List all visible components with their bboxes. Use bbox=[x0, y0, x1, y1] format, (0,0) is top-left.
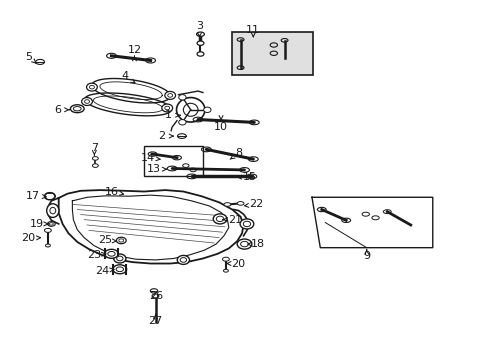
Ellipse shape bbox=[197, 41, 203, 45]
Text: 21: 21 bbox=[227, 215, 241, 225]
Text: 2: 2 bbox=[158, 131, 164, 141]
Ellipse shape bbox=[44, 228, 51, 233]
Text: 25: 25 bbox=[98, 235, 112, 246]
Ellipse shape bbox=[222, 257, 229, 261]
Ellipse shape bbox=[167, 94, 172, 97]
Polygon shape bbox=[59, 190, 243, 264]
Polygon shape bbox=[84, 93, 171, 116]
Ellipse shape bbox=[50, 207, 56, 214]
Text: 10: 10 bbox=[214, 122, 227, 132]
Ellipse shape bbox=[180, 257, 186, 262]
Text: 6: 6 bbox=[54, 105, 61, 115]
Text: 20: 20 bbox=[21, 233, 35, 243]
Text: 9: 9 bbox=[363, 251, 369, 261]
Ellipse shape bbox=[177, 255, 189, 264]
Ellipse shape bbox=[113, 254, 126, 263]
Text: 7: 7 bbox=[91, 143, 98, 153]
Ellipse shape bbox=[152, 294, 159, 298]
Ellipse shape bbox=[113, 265, 126, 274]
Text: 27: 27 bbox=[148, 316, 163, 326]
Ellipse shape bbox=[162, 104, 172, 112]
Ellipse shape bbox=[196, 32, 204, 36]
Text: 3: 3 bbox=[196, 21, 203, 31]
Ellipse shape bbox=[240, 219, 253, 229]
Text: 24: 24 bbox=[95, 266, 110, 276]
Ellipse shape bbox=[117, 256, 123, 261]
Polygon shape bbox=[311, 197, 432, 248]
Bar bbox=[232, 32, 312, 75]
Text: 4: 4 bbox=[121, 71, 128, 81]
Ellipse shape bbox=[119, 239, 123, 242]
Text: 14: 14 bbox=[141, 153, 155, 163]
Ellipse shape bbox=[47, 221, 55, 226]
Ellipse shape bbox=[70, 105, 84, 113]
Text: 20: 20 bbox=[231, 258, 245, 269]
Text: 19: 19 bbox=[30, 219, 43, 229]
Ellipse shape bbox=[108, 251, 115, 256]
Ellipse shape bbox=[89, 85, 94, 89]
Ellipse shape bbox=[213, 214, 226, 224]
Ellipse shape bbox=[197, 52, 203, 56]
Text: 23: 23 bbox=[87, 250, 101, 260]
Ellipse shape bbox=[44, 193, 55, 200]
Text: 12: 12 bbox=[127, 45, 141, 55]
Text: 18: 18 bbox=[250, 239, 264, 249]
Ellipse shape bbox=[179, 120, 185, 125]
Ellipse shape bbox=[177, 134, 186, 138]
Ellipse shape bbox=[237, 239, 251, 249]
Ellipse shape bbox=[84, 100, 89, 103]
Ellipse shape bbox=[203, 107, 211, 112]
Ellipse shape bbox=[223, 269, 228, 272]
Ellipse shape bbox=[49, 222, 53, 225]
Ellipse shape bbox=[179, 95, 185, 100]
Ellipse shape bbox=[237, 202, 244, 205]
Ellipse shape bbox=[164, 106, 169, 110]
Text: 17: 17 bbox=[26, 191, 40, 201]
Ellipse shape bbox=[81, 98, 92, 105]
Ellipse shape bbox=[116, 267, 123, 271]
Text: 5: 5 bbox=[25, 51, 32, 62]
Text: 8: 8 bbox=[235, 148, 242, 158]
Ellipse shape bbox=[150, 289, 157, 293]
Ellipse shape bbox=[164, 91, 175, 99]
Ellipse shape bbox=[47, 204, 59, 217]
Ellipse shape bbox=[116, 237, 126, 244]
Text: 26: 26 bbox=[149, 291, 163, 301]
Text: 15: 15 bbox=[242, 172, 256, 182]
Text: 11: 11 bbox=[246, 24, 260, 35]
Text: 16: 16 bbox=[104, 186, 118, 197]
Ellipse shape bbox=[176, 98, 204, 122]
Ellipse shape bbox=[240, 241, 248, 247]
Ellipse shape bbox=[224, 203, 230, 206]
Bar bbox=[144, 146, 203, 176]
Text: 1: 1 bbox=[165, 110, 172, 120]
Ellipse shape bbox=[104, 249, 118, 258]
Ellipse shape bbox=[243, 221, 250, 226]
Text: 13: 13 bbox=[147, 164, 161, 174]
Ellipse shape bbox=[36, 59, 44, 64]
Ellipse shape bbox=[73, 107, 81, 111]
Ellipse shape bbox=[216, 216, 224, 221]
Ellipse shape bbox=[92, 157, 98, 160]
Ellipse shape bbox=[92, 164, 98, 167]
Ellipse shape bbox=[183, 103, 198, 116]
Polygon shape bbox=[92, 78, 170, 103]
Ellipse shape bbox=[45, 244, 50, 247]
Text: 22: 22 bbox=[249, 199, 264, 210]
Ellipse shape bbox=[86, 83, 97, 91]
